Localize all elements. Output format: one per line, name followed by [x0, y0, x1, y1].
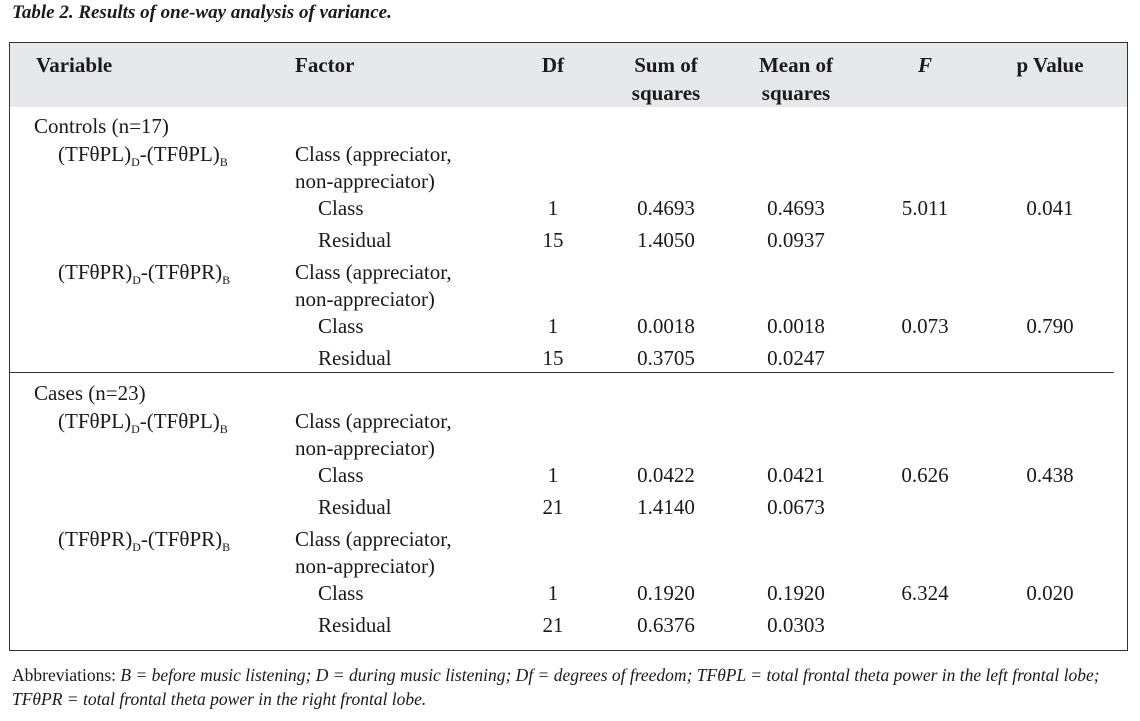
- footnote: Abbreviations: B = before music listenin…: [12, 663, 1128, 711]
- variable-subscript: B: [219, 155, 228, 169]
- factor-row-label: Class: [318, 581, 364, 605]
- cell-ms: 0.0018: [767, 314, 825, 338]
- cell-ms: 0.0421: [767, 463, 825, 487]
- cell-f: 0.626: [901, 463, 949, 487]
- variable-name-part: -(TFθPR): [140, 260, 223, 284]
- variable-name-part: -(TFθPR): [140, 527, 223, 551]
- footnote-prefix: Abbreviations:: [12, 665, 121, 685]
- factor-label: Class (appreciator,: [295, 260, 452, 284]
- cell-ss: 1.4140: [637, 495, 695, 519]
- factor-row-label: Residual: [318, 495, 392, 519]
- variable-subscript: D: [131, 422, 140, 436]
- group-label: Controls (n=17): [34, 114, 169, 138]
- cell-f: 5.011: [901, 196, 949, 220]
- variable-name: (TFθPR)D-(TFθPR)B: [58, 259, 230, 293]
- cell-df: 1: [547, 463, 559, 487]
- factor-row-label: Class: [318, 196, 364, 220]
- cell-p: 0.438: [1026, 463, 1074, 487]
- header-factor: Factor: [295, 53, 355, 77]
- group-label: Cases (n=23): [34, 381, 146, 405]
- header-df: Df: [541, 53, 565, 77]
- cell-ss: 0.4693: [637, 196, 695, 220]
- header-sum-of-squares: Sum of squares: [610, 51, 722, 107]
- cell-df: 15: [542, 228, 564, 252]
- cell-ss: 0.0422: [637, 463, 695, 487]
- table-header: Variable Factor Df Sum of squares Mean o…: [10, 43, 1127, 107]
- cell-df: 1: [547, 196, 559, 220]
- header-f: F: [917, 53, 932, 77]
- factor-row-label: Residual: [318, 613, 392, 637]
- factor-label: Class (appreciator,: [295, 142, 452, 166]
- factor-row-label: Class: [318, 463, 364, 487]
- header-sum-of-squares-line2: squares: [631, 81, 701, 105]
- cell-p: 0.041: [1026, 196, 1074, 220]
- header-mean-of-squares-line1: Mean of: [758, 53, 834, 77]
- cell-df: 21: [542, 613, 564, 637]
- cell-ms: 0.0247: [767, 346, 825, 370]
- cell-ms: 0.4693: [767, 196, 825, 220]
- factor-label: non-appreciator): [295, 554, 435, 578]
- cell-df: 21: [542, 495, 564, 519]
- cell-ss: 0.3705: [637, 346, 695, 370]
- factor-label: Class (appreciator,: [295, 527, 452, 551]
- table-title: Table 2. Results of one-way analysis of …: [12, 2, 392, 23]
- footnote-text: B = before music listening; D = during m…: [12, 665, 1100, 709]
- variable-name-part: -(TFθPL): [139, 409, 220, 433]
- cell-df: 1: [547, 581, 559, 605]
- header-p-value: p Value: [1016, 53, 1084, 77]
- factor-row-label: Residual: [318, 346, 392, 370]
- cell-p: 0.790: [1026, 314, 1074, 338]
- cell-df: 15: [542, 346, 564, 370]
- cell-f: 0.073: [901, 314, 949, 338]
- cell-p: 0.020: [1026, 581, 1074, 605]
- header-sum-of-squares-line1: Sum of: [634, 53, 698, 77]
- cell-ms: 0.0937: [767, 228, 825, 252]
- anova-table: Variable Factor Df Sum of squares Mean o…: [9, 42, 1128, 651]
- factor-label: non-appreciator): [295, 169, 435, 193]
- variable-subscript: D: [132, 540, 141, 554]
- variable-name: (TFθPL)D-(TFθPL)B: [58, 141, 228, 175]
- header-variable: Variable: [36, 53, 113, 77]
- variable-name: (TFθPR)D-(TFθPR)B: [58, 526, 230, 560]
- variable-subscript: B: [219, 422, 228, 436]
- variable-name-part: (TFθPR): [58, 527, 133, 551]
- group-separator: [10, 372, 1114, 373]
- variable-subscript: B: [222, 540, 231, 554]
- cell-ms: 0.0303: [767, 613, 825, 637]
- variable-subscript: D: [131, 155, 140, 169]
- cell-ss: 0.0018: [637, 314, 695, 338]
- cell-ms: 0.1920: [767, 581, 825, 605]
- header-mean-of-squares: Mean of squares: [740, 51, 852, 107]
- cell-ss: 1.4050: [637, 228, 695, 252]
- variable-subscript: D: [132, 273, 141, 287]
- cell-ss: 0.6376: [637, 613, 695, 637]
- factor-label: non-appreciator): [295, 287, 435, 311]
- cell-df: 1: [547, 314, 559, 338]
- factor-label: non-appreciator): [295, 436, 435, 460]
- variable-name-part: (TFθPR): [58, 260, 133, 284]
- factor-label: Class (appreciator,: [295, 409, 452, 433]
- variable-name-part: (TFθPL): [58, 409, 132, 433]
- variable-subscript: B: [222, 273, 231, 287]
- factor-row-label: Residual: [318, 228, 392, 252]
- cell-ss: 0.1920: [637, 581, 695, 605]
- variable-name: (TFθPL)D-(TFθPL)B: [58, 408, 228, 442]
- header-mean-of-squares-line2: squares: [761, 81, 831, 105]
- variable-name-part: (TFθPL): [58, 142, 132, 166]
- variable-name-part: -(TFθPL): [139, 142, 220, 166]
- cell-ms: 0.0673: [767, 495, 825, 519]
- factor-row-label: Class: [318, 314, 364, 338]
- cell-f: 6.324: [901, 581, 949, 605]
